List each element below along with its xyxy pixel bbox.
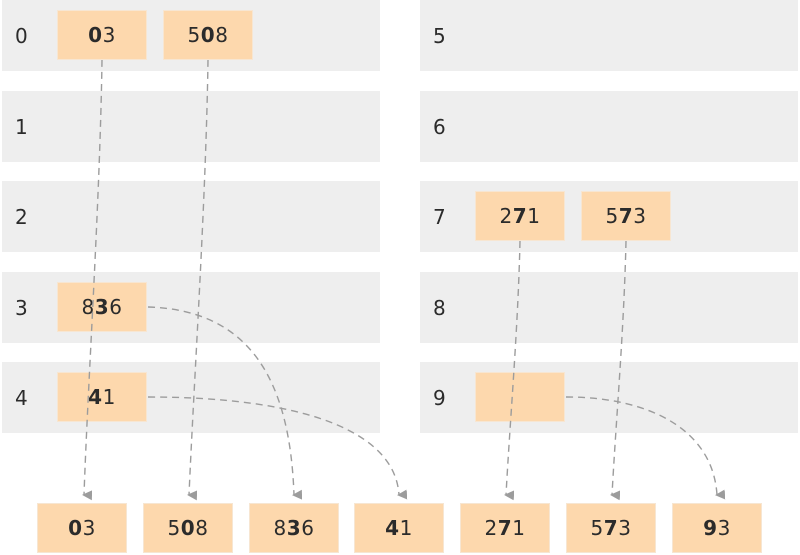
- output-card: 573: [566, 503, 656, 553]
- bucket-label-0: 0: [15, 24, 28, 48]
- bucket-row-6: [420, 91, 798, 162]
- bucket-card: [475, 372, 565, 422]
- output-card: 93: [672, 503, 762, 553]
- output-card: 03: [37, 503, 127, 553]
- bucket-card: 836: [57, 282, 147, 332]
- bucket-row-2: [2, 181, 380, 252]
- output-card: 508: [143, 503, 233, 553]
- bucket-row-8: [420, 272, 798, 343]
- output-card: 836: [249, 503, 339, 553]
- bucket-label-6: 6: [433, 115, 446, 139]
- output-card: 271: [460, 503, 550, 553]
- bucket-label-4: 4: [15, 386, 28, 410]
- bucket-card: 508: [163, 10, 253, 60]
- bucket-card: 03: [57, 10, 147, 60]
- bucket-label-7: 7: [433, 205, 446, 229]
- output-card: 41: [354, 503, 444, 553]
- bucket-label-1: 1: [15, 115, 28, 139]
- bucket-row-5: [420, 0, 798, 71]
- bucket-card: 41: [57, 372, 147, 422]
- bucket-label-5: 5: [433, 24, 446, 48]
- bucket-row-1: [2, 91, 380, 162]
- bucket-card: 271: [475, 191, 565, 241]
- bucket-label-3: 3: [15, 296, 28, 320]
- bucket-label-9: 9: [433, 386, 446, 410]
- bucket-label-2: 2: [15, 205, 28, 229]
- bucket-label-8: 8: [433, 296, 446, 320]
- bucket-card: 573: [581, 191, 671, 241]
